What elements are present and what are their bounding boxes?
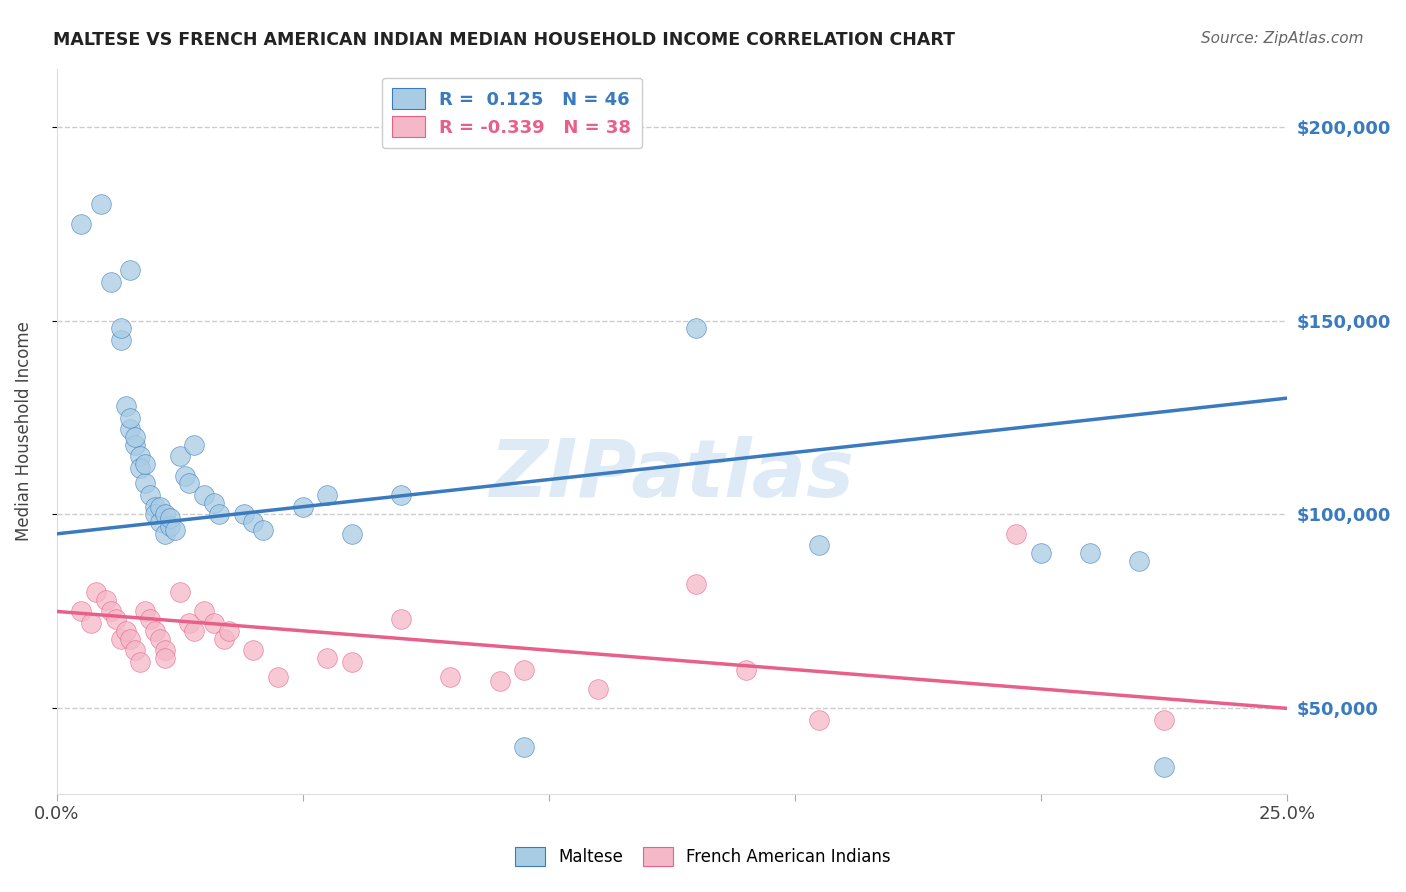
Point: [439, 670, 461, 684]
Point: [169, 585, 191, 599]
Point: [163, 523, 186, 537]
Point: [267, 670, 290, 684]
Point: [70, 217, 93, 231]
Point: [488, 674, 510, 689]
Point: [134, 457, 156, 471]
Point: [316, 651, 339, 665]
Point: [100, 604, 122, 618]
Point: [149, 632, 172, 646]
Point: [1153, 713, 1175, 727]
Point: [94, 592, 117, 607]
Point: [1153, 759, 1175, 773]
Point: [110, 333, 132, 347]
Point: [134, 476, 156, 491]
Point: [84, 585, 107, 599]
Point: [159, 519, 181, 533]
Point: [129, 461, 152, 475]
Y-axis label: Median Household Income: Median Household Income: [15, 321, 32, 541]
Point: [340, 526, 363, 541]
Point: [110, 321, 132, 335]
Point: [1029, 546, 1052, 560]
Point: [153, 651, 176, 665]
Point: [100, 275, 122, 289]
Point: [685, 577, 707, 591]
Point: [202, 496, 225, 510]
Point: [153, 526, 176, 541]
Point: [124, 430, 146, 444]
Point: [134, 604, 156, 618]
Point: [143, 624, 166, 638]
Point: [183, 438, 205, 452]
Point: [120, 422, 142, 436]
Point: [139, 612, 162, 626]
Point: [513, 740, 536, 755]
Point: [143, 508, 166, 522]
Point: [193, 488, 215, 502]
Point: [179, 476, 201, 491]
Point: [149, 500, 172, 514]
Point: [808, 539, 831, 553]
Point: [252, 523, 274, 537]
Point: [124, 438, 146, 452]
Point: [340, 655, 363, 669]
Point: [218, 624, 240, 638]
Point: [129, 655, 152, 669]
Point: [208, 508, 231, 522]
Point: [159, 511, 181, 525]
Point: [143, 500, 166, 514]
Point: [1128, 554, 1150, 568]
Point: [232, 508, 254, 522]
Point: [291, 500, 314, 514]
Point: [242, 515, 264, 529]
Point: [104, 612, 127, 626]
Point: [169, 450, 191, 464]
Point: [1005, 526, 1028, 541]
Point: [183, 624, 205, 638]
Point: [114, 624, 136, 638]
Point: [202, 615, 225, 630]
Point: [808, 713, 831, 727]
Point: [389, 612, 412, 626]
Point: [120, 410, 142, 425]
Point: [149, 515, 172, 529]
Text: ZIPatlas: ZIPatlas: [489, 435, 855, 514]
Legend: Maltese, French American Indians: Maltese, French American Indians: [508, 840, 898, 873]
Point: [139, 488, 162, 502]
Point: [1078, 546, 1101, 560]
Legend: R =  0.125   N = 46, R = -0.339   N = 38: R = 0.125 N = 46, R = -0.339 N = 38: [381, 78, 643, 148]
Point: [90, 197, 112, 211]
Point: [685, 321, 707, 335]
Point: [513, 663, 536, 677]
Point: [80, 615, 103, 630]
Point: [734, 663, 756, 677]
Point: [193, 604, 215, 618]
Point: [153, 643, 176, 657]
Point: [242, 643, 264, 657]
Point: [153, 508, 176, 522]
Point: [110, 632, 132, 646]
Point: [129, 450, 152, 464]
Point: [212, 632, 235, 646]
Point: [114, 399, 136, 413]
Point: [70, 604, 93, 618]
Point: [173, 468, 195, 483]
Point: [586, 681, 609, 696]
Text: MALTESE VS FRENCH AMERICAN INDIAN MEDIAN HOUSEHOLD INCOME CORRELATION CHART: MALTESE VS FRENCH AMERICAN INDIAN MEDIAN…: [53, 31, 956, 49]
Text: Source: ZipAtlas.com: Source: ZipAtlas.com: [1201, 31, 1364, 46]
Point: [120, 632, 142, 646]
Point: [389, 488, 412, 502]
Point: [124, 643, 146, 657]
Point: [316, 488, 339, 502]
Point: [179, 615, 201, 630]
Point: [120, 263, 142, 277]
